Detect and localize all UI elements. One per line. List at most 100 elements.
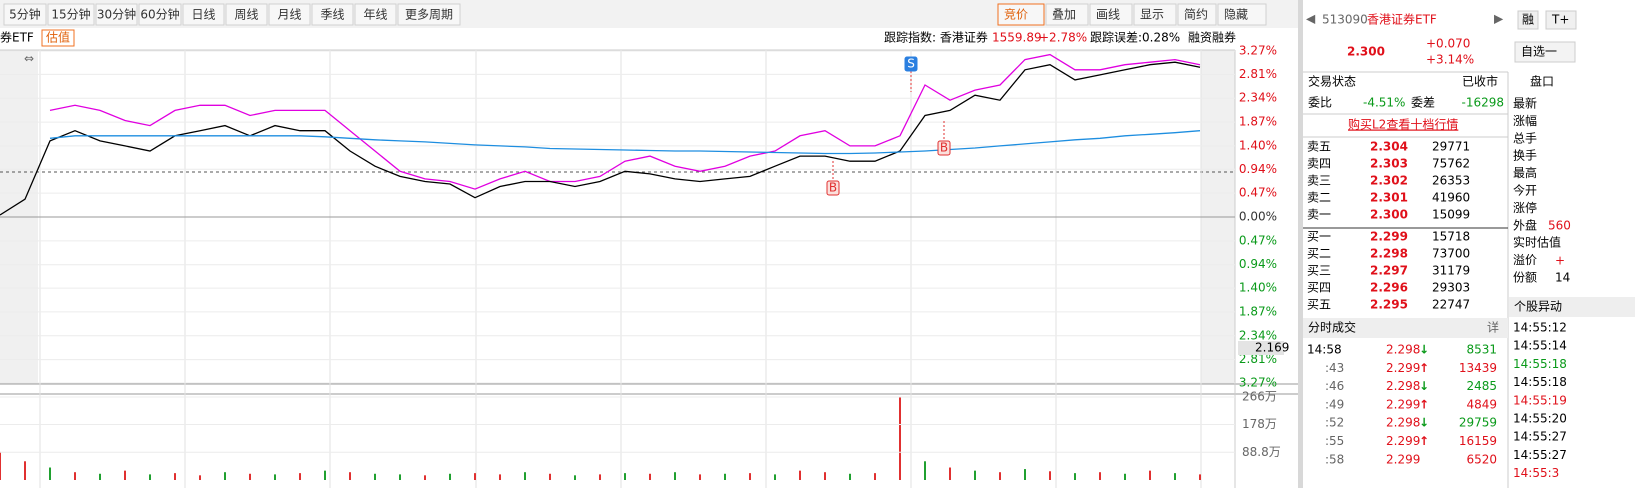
panel-label: 总手 xyxy=(1513,131,1537,145)
book-volume: 26353 xyxy=(1432,174,1470,188)
book-label: 卖四 xyxy=(1307,157,1331,171)
volume-bar xyxy=(749,473,751,480)
panel-label: 换手 xyxy=(1513,149,1537,163)
nav-prev[interactable]: ◀ xyxy=(1306,12,1316,26)
volume-bar xyxy=(149,474,151,480)
volume-bar xyxy=(174,473,176,480)
l2-link[interactable]: 购买L2查看十档行情 xyxy=(1348,117,1458,132)
nav-next[interactable]: ▶ xyxy=(1494,12,1504,26)
y-tick-label: 1.40% xyxy=(1239,281,1277,295)
trade-price: 2.298 xyxy=(1386,416,1420,430)
tool-button[interactable] xyxy=(1045,3,1089,26)
trade-time: :49 xyxy=(1325,397,1344,411)
book-label: 买三 xyxy=(1307,264,1331,278)
tag-box[interactable] xyxy=(41,29,75,47)
trade-volume: 2485 xyxy=(1466,379,1497,393)
period-label[interactable]: 5分钟 xyxy=(9,7,41,22)
period-tab[interactable] xyxy=(354,3,397,26)
tool-label[interactable]: 显示 xyxy=(1140,8,1164,22)
period-tab[interactable] xyxy=(182,3,225,26)
volume-bar xyxy=(374,473,376,480)
status-label: 交易状态 xyxy=(1308,74,1356,89)
diff-label: 委差 xyxy=(1411,96,1435,110)
vol-tick-label: 178万 xyxy=(1242,417,1277,431)
book-label: 买二 xyxy=(1307,247,1331,261)
volume-bar xyxy=(349,472,351,480)
period-label[interactable]: 年线 xyxy=(363,8,387,22)
period-label[interactable]: 周线 xyxy=(234,8,258,22)
period-label[interactable]: 月线 xyxy=(277,8,301,22)
period-label[interactable]: 60分钟 xyxy=(140,7,179,22)
volume-bar xyxy=(774,474,776,480)
badge-box xyxy=(1545,10,1577,30)
period-label[interactable]: 更多周期 xyxy=(405,8,453,22)
book-price: 2.302 xyxy=(1370,174,1408,188)
period-tab[interactable] xyxy=(3,3,47,26)
tool-label[interactable]: 竞价 xyxy=(1004,8,1028,22)
book-price: 2.304 xyxy=(1370,140,1408,154)
tool-button[interactable] xyxy=(1133,3,1177,26)
margin-link[interactable]: 融资融券 xyxy=(1188,30,1236,45)
period-tab[interactable] xyxy=(397,3,461,26)
price-tag xyxy=(1238,341,1284,355)
index-change: +2.78% xyxy=(1039,31,1087,45)
tool-button[interactable] xyxy=(1177,3,1217,26)
volume-bar xyxy=(649,473,651,480)
period-tab[interactable] xyxy=(47,3,95,26)
period-tab[interactable] xyxy=(268,3,311,26)
volume-bar xyxy=(24,461,26,480)
volume-bar xyxy=(974,470,976,480)
volume-bar xyxy=(1199,474,1201,480)
period-tab[interactable] xyxy=(311,3,354,26)
trade-price: 2.299 xyxy=(1386,361,1420,375)
period-tab[interactable] xyxy=(138,3,182,26)
period-label[interactable]: 季线 xyxy=(320,8,344,22)
trades-detail[interactable]: 详 xyxy=(1487,320,1499,335)
book-label: 卖二 xyxy=(1307,191,1331,205)
volume-bar xyxy=(399,474,401,480)
volume-bar xyxy=(49,467,51,480)
trade-price: 2.298 xyxy=(1386,343,1420,357)
period-tab[interactable] xyxy=(95,3,138,26)
tool-button[interactable] xyxy=(1089,3,1133,26)
book-label: 卖五 xyxy=(1307,140,1331,154)
tool-label[interactable]: 隐藏 xyxy=(1224,8,1248,22)
book-label: 买四 xyxy=(1307,281,1331,295)
volume-bar xyxy=(249,473,251,480)
watch-box[interactable] xyxy=(1514,41,1576,63)
tag[interactable]: 估值 xyxy=(46,30,70,45)
book-price: 2.301 xyxy=(1370,191,1408,205)
period-label[interactable]: 15分钟 xyxy=(51,7,90,22)
tool-button[interactable] xyxy=(997,3,1045,26)
volume-bar xyxy=(899,397,901,480)
period-tab[interactable] xyxy=(225,3,268,26)
book-label: 卖三 xyxy=(1307,174,1331,188)
volume-bar xyxy=(299,473,301,480)
trade-price: 2.299 xyxy=(1386,434,1420,448)
trade-time: 14:58 xyxy=(1307,343,1342,357)
y-tick-label: 0.47% xyxy=(1239,186,1277,200)
trade-volume: 16159 xyxy=(1459,434,1497,448)
tool-label[interactable]: 叠加 xyxy=(1052,8,1076,22)
change: +0.070 xyxy=(1426,37,1470,51)
volume-bar xyxy=(224,472,226,480)
trades-header xyxy=(1303,318,1508,338)
y-tick-label: 1.87% xyxy=(1239,115,1277,129)
trade-dir: ↑ xyxy=(1419,397,1429,411)
panel-label: 今开 xyxy=(1513,183,1537,198)
y-tick-label: 3.27% xyxy=(1239,376,1277,390)
watch-button[interactable]: 自选一 xyxy=(1521,45,1557,59)
period-label[interactable]: 30分钟 xyxy=(97,7,136,22)
tool-label[interactable]: 画线 xyxy=(1096,8,1120,22)
vol-tick-label: 88.8万 xyxy=(1242,445,1281,459)
book-label: 卖一 xyxy=(1307,208,1331,222)
volume-bar xyxy=(499,474,501,480)
change-pct: +3.14% xyxy=(1426,53,1474,67)
period-label[interactable]: 日线 xyxy=(191,8,215,22)
volume-bar xyxy=(1024,469,1026,480)
ratio: -4.51% xyxy=(1363,96,1405,110)
volume-bar xyxy=(999,472,1001,480)
alert-time: 14:55:18 xyxy=(1513,375,1567,389)
tool-button[interactable] xyxy=(1217,3,1267,26)
tool-label[interactable]: 简约 xyxy=(1184,7,1208,22)
